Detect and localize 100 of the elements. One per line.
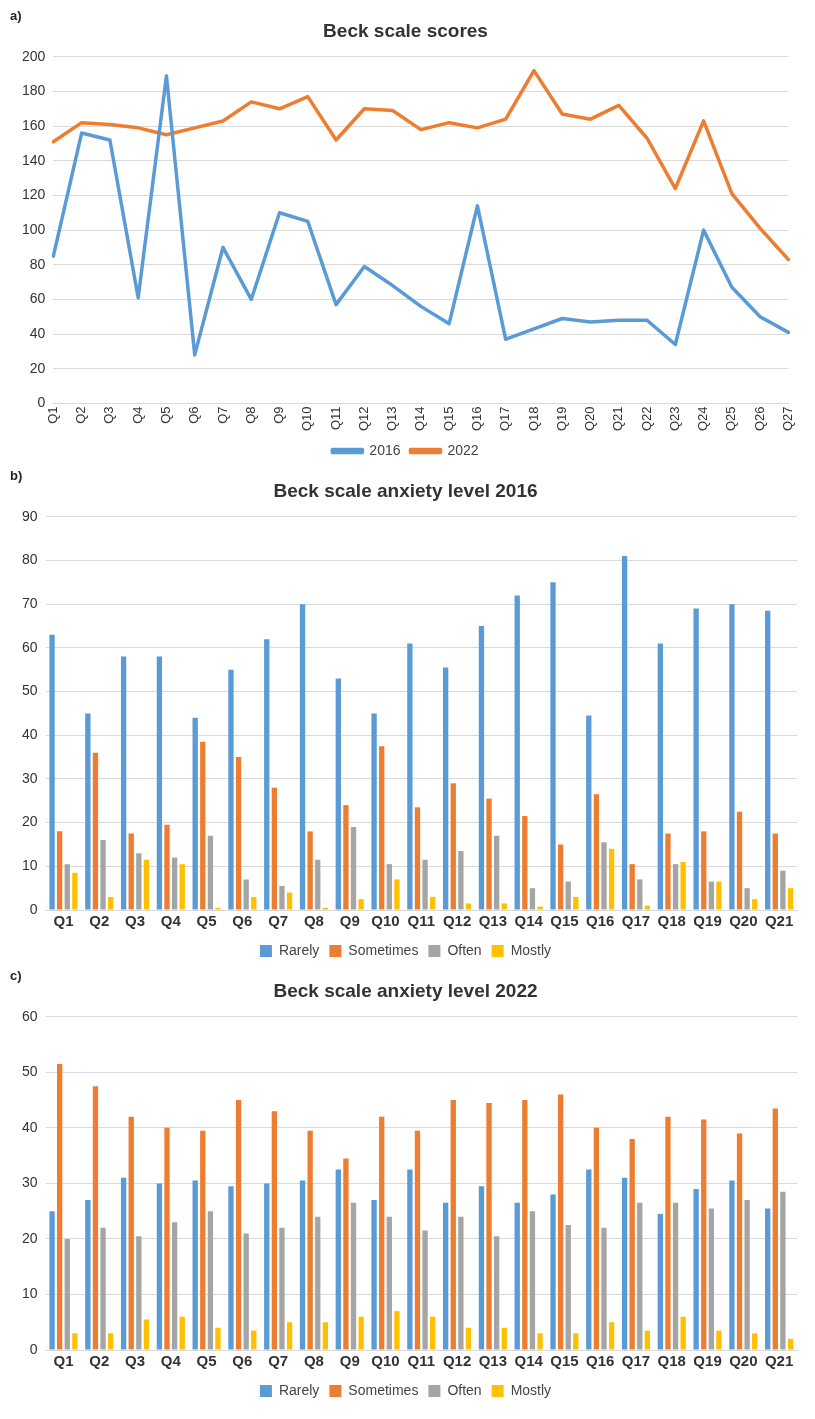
x-tick-label: Q25 — [723, 406, 739, 432]
bar — [171, 1222, 178, 1350]
bar — [501, 1327, 507, 1350]
bar — [644, 1330, 651, 1350]
bar — [744, 888, 750, 910]
y-tick-label: 80 — [29, 255, 46, 272]
bar — [465, 903, 472, 910]
bar — [64, 864, 70, 910]
bar — [443, 1202, 449, 1350]
bar — [493, 835, 500, 910]
bar — [593, 1127, 600, 1350]
bar — [557, 844, 564, 910]
bar — [243, 879, 249, 910]
bar — [350, 1202, 357, 1350]
x-tick-label: Q4 — [160, 1352, 182, 1370]
bar — [672, 864, 679, 910]
x-tick-label: Q19 — [553, 406, 569, 432]
bar — [315, 1216, 321, 1350]
bar — [371, 713, 377, 910]
bar — [550, 1194, 556, 1350]
bar — [279, 1227, 285, 1350]
x-tick-label: Q5 — [196, 912, 217, 930]
y-tick-label: 0 — [29, 1340, 38, 1357]
bar — [608, 848, 615, 910]
x-tick-label: Q20 — [582, 406, 598, 432]
bar — [156, 1183, 163, 1350]
y-tick-label: 70 — [21, 595, 38, 612]
bar — [386, 864, 392, 910]
y-tick-label: 0 — [37, 394, 46, 411]
bar — [772, 833, 778, 910]
text: a) — [10, 8, 22, 24]
bar — [414, 1130, 421, 1350]
bar — [557, 1094, 564, 1350]
bar — [286, 1322, 293, 1350]
bar — [200, 741, 206, 910]
y-tick-label: 40 — [21, 726, 38, 743]
bar — [629, 864, 635, 910]
bar — [478, 626, 485, 910]
bar — [478, 1186, 485, 1350]
y-tick-label: 90 — [21, 507, 38, 524]
bar — [701, 1119, 707, 1350]
y-tick-label: 60 — [21, 1007, 38, 1024]
bar — [458, 1216, 464, 1350]
bar — [529, 888, 536, 910]
bar — [179, 864, 185, 910]
y-tick-label: 180 — [22, 82, 46, 99]
bar — [765, 610, 771, 910]
x-tick-label: Q11 — [327, 406, 343, 431]
x-tick-label: Q14 — [514, 912, 544, 930]
bar — [772, 1108, 778, 1350]
bar — [394, 1311, 400, 1350]
text: c) — [10, 968, 22, 984]
x-tick-label: Q20 — [729, 1352, 758, 1370]
bar — [637, 1202, 643, 1350]
y-tick-label: 100 — [22, 220, 46, 237]
bar — [450, 783, 456, 910]
x-tick-label: Q21 — [764, 1352, 794, 1370]
bar — [57, 1064, 63, 1350]
bar — [107, 1333, 114, 1350]
bar — [693, 1188, 699, 1350]
bar — [780, 870, 786, 910]
x-tick-label: Q17 — [621, 912, 651, 930]
y-tick-label: 10 — [21, 1285, 38, 1302]
y-tick-label: 20 — [21, 1229, 38, 1246]
y-tick-label: 40 — [21, 1118, 38, 1135]
bar — [100, 840, 106, 910]
bar — [629, 1138, 635, 1350]
bar — [358, 899, 364, 910]
x-tick-label: Q17 — [497, 406, 513, 432]
chart-title: Beck scale scores — [323, 19, 488, 41]
x-tick-label: Q6 — [186, 406, 202, 424]
bar — [200, 1130, 206, 1350]
bar — [586, 715, 592, 910]
bar — [752, 1333, 758, 1350]
legend-label: Often — [447, 941, 482, 958]
bar — [271, 787, 278, 910]
bar — [100, 1227, 106, 1350]
bar — [49, 1211, 55, 1350]
x-tick-label: Q19 — [693, 912, 722, 930]
bar — [537, 906, 543, 910]
legend-label: Sometimes — [348, 941, 419, 958]
bar — [57, 831, 63, 910]
bar — [493, 1236, 500, 1350]
x-tick-label: Q3 — [101, 406, 117, 424]
x-tick-label: Q1 — [53, 912, 74, 930]
bar — [537, 1333, 543, 1350]
bar — [120, 656, 127, 910]
x-tick-label: Q24 — [695, 406, 711, 432]
bar — [156, 656, 163, 910]
bar — [573, 896, 579, 910]
text: b) — [10, 468, 23, 484]
bar — [514, 1202, 520, 1350]
x-tick-label: Q19 — [693, 1352, 722, 1370]
bar — [787, 888, 794, 910]
x-tick-label: Q4 — [160, 912, 182, 930]
x-tick-label: Q13 — [384, 406, 400, 432]
bar — [729, 604, 735, 910]
x-tick-label: Q10 — [371, 912, 400, 930]
bar — [422, 1230, 428, 1350]
bar — [85, 713, 91, 910]
